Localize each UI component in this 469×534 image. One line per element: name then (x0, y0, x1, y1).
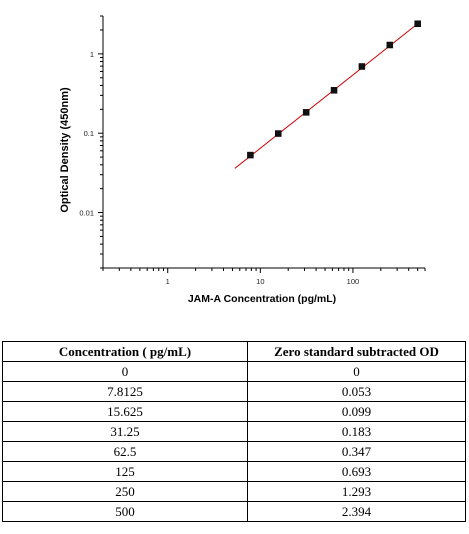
axis-tick-labels: 1 10 100 0.01 0.1 1 (79, 50, 359, 286)
y-tick-label: 1 (90, 50, 94, 59)
table-row: 0 0 (2, 361, 466, 382)
concentration-cell: 0 (2, 361, 248, 382)
concentration-cell: 62.5 (2, 441, 248, 462)
x-tick-label: 10 (256, 277, 264, 286)
standard-data-table: Concentration ( pg/mL) Zero standard sub… (2, 341, 466, 522)
od-cell: 0 (247, 361, 466, 382)
data-point (302, 109, 310, 116)
concentration-cell: 15.625 (2, 401, 248, 422)
table-row: 15.625 0.099 (2, 401, 466, 422)
concentration-cell: 250 (2, 481, 248, 502)
x-tick-label: 100 (347, 277, 360, 286)
table-row: 31.25 0.183 (2, 421, 466, 442)
standard-curve-chart: 1 10 100 0.01 0.1 1 Optical Density (450nm) J… (59, 15, 426, 305)
table-row: 7.8125 0.053 (2, 381, 466, 402)
chart-axes (102, 16, 425, 269)
concentration-cell: 31.25 (2, 421, 248, 442)
data-point (386, 41, 394, 49)
od-cell: 0.183 (247, 421, 466, 442)
y-axis-label: Optical Density (450nm) (59, 87, 71, 213)
data-point (247, 151, 254, 159)
od-cell: 2.394 (247, 501, 466, 522)
od-cell: 0.099 (247, 401, 466, 422)
concentration-cell: 7.8125 (2, 381, 248, 402)
od-cell: 0.053 (247, 381, 466, 402)
table-row: 125 0.693 (2, 461, 466, 482)
table-row: 62.5 0.347 (2, 441, 466, 462)
data-point (275, 130, 282, 137)
data-point (414, 20, 421, 28)
y-tick-label: 0.01 (79, 209, 94, 218)
od-cell: 0.693 (247, 461, 466, 482)
concentration-cell: 500 (2, 501, 248, 522)
table-row: 500 2.394 (2, 501, 466, 522)
od-cell: 0.347 (247, 441, 466, 462)
x-tick-label: 1 (166, 277, 170, 286)
od-cell: 1.293 (247, 481, 466, 502)
data-point (330, 87, 338, 94)
data-points-group (247, 20, 421, 159)
table-header-row: Concentration ( pg/mL) Zero standard sub… (2, 341, 466, 362)
table-header-od: Zero standard subtracted OD (247, 341, 466, 362)
table-row: 250 1.293 (2, 481, 466, 502)
data-point (358, 63, 366, 70)
axis-ticks (98, 15, 426, 273)
table-header-concentration: Concentration ( pg/mL) (2, 341, 248, 362)
x-axis-label: JAM-A Concentration (pg/mL) (188, 293, 336, 305)
y-tick-label: 0.1 (84, 129, 94, 138)
concentration-cell: 125 (2, 461, 248, 482)
